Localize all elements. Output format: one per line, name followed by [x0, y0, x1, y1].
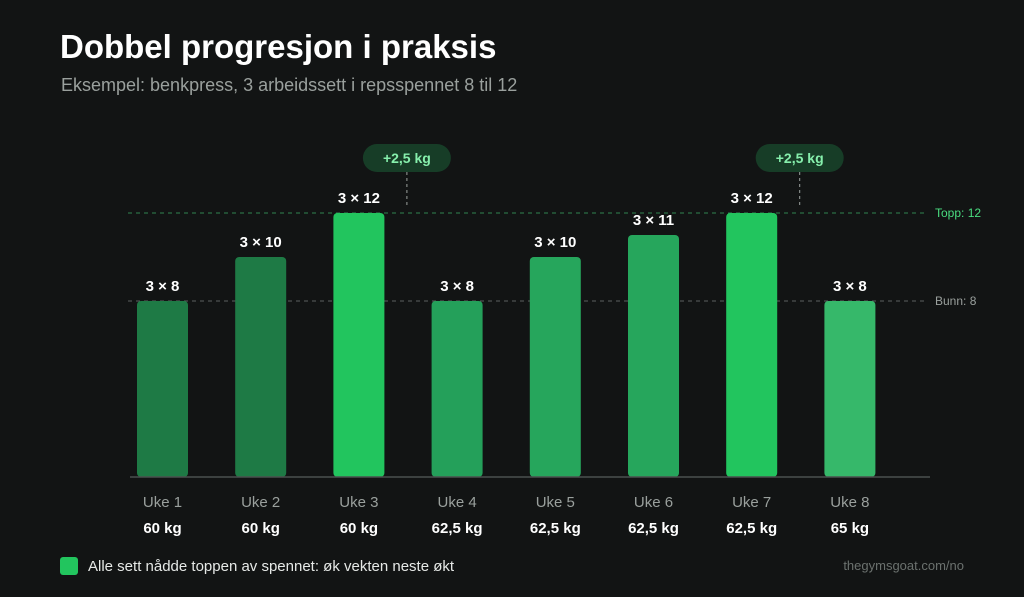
source-credit: thegymsgoat.com/no	[843, 558, 964, 573]
x-tick-label: Uke 7	[732, 494, 771, 511]
reference-label-12: Topp: 12	[935, 206, 981, 220]
x-tick-label: Uke 3	[339, 494, 378, 511]
bar-value-label: 3 × 10	[240, 234, 282, 251]
x-tick-label: Uke 5	[536, 494, 575, 511]
weight-label: 60 kg	[143, 520, 181, 537]
weight-label: 62,5 kg	[530, 520, 581, 537]
legend: Alle sett nådde toppen av spennet: øk ve…	[60, 556, 454, 576]
reference-lines: Topp: 12 Bunn: 8	[128, 206, 981, 308]
bar-5	[529, 257, 581, 477]
bar-value-label: 3 × 10	[534, 234, 576, 251]
bar-value-label: 3 × 8	[146, 278, 180, 295]
weight-label: 60 kg	[242, 520, 280, 537]
annotation-label: +2,5 kg	[383, 150, 431, 166]
weight-label: 60 kg	[340, 520, 378, 537]
bar-value-label: 3 × 8	[440, 278, 474, 295]
weight-label: 65 kg	[831, 520, 869, 537]
x-tick-label: Uke 2	[241, 494, 280, 511]
reference-label-8: Bunn: 8	[935, 294, 977, 308]
bar-3	[333, 213, 385, 477]
bar-value-label: 3 × 8	[833, 278, 867, 295]
bar-value-label: 3 × 12	[338, 190, 380, 207]
chart-subtitle: Eksempel: benkpress, 3 arbeidssett i rep…	[61, 75, 518, 95]
bar-2	[235, 257, 287, 477]
legend-label: Alle sett nådde toppen av spennet: øk ve…	[88, 557, 455, 575]
bar-value-label: 3 × 11	[633, 212, 674, 229]
annotation-pill	[362, 144, 451, 172]
annotation-pill	[755, 144, 844, 172]
bar-1	[137, 301, 188, 477]
bar-4	[431, 301, 483, 477]
weight-label: 62,5 kg	[432, 520, 483, 537]
bar-6	[628, 235, 679, 477]
labels: 3 × 8 Uke 1 60 kg 3 × 10 Uke 2 60 kg 3 × 12 Uke…	[143, 190, 870, 537]
chart-title: Dobbel progresjon i praksis	[60, 28, 497, 65]
bars	[137, 213, 876, 477]
weight-label: 62,5 kg	[628, 520, 679, 537]
x-tick-label: Uke 8	[830, 494, 869, 511]
x-tick-label: Uke 1	[143, 494, 182, 511]
bar-8	[824, 301, 876, 477]
weight-label: 62,5 kg	[726, 520, 777, 537]
x-tick-label: Uke 6	[634, 494, 673, 511]
bar-value-label: 3 × 12	[731, 190, 773, 207]
annotations: +2,5 kg +2,5 kg	[362, 144, 844, 205]
x-tick-label: Uke 4	[438, 494, 477, 511]
legend-swatch	[60, 557, 78, 575]
bar-7	[726, 213, 778, 477]
annotation-label: +2,5 kg	[776, 150, 824, 166]
